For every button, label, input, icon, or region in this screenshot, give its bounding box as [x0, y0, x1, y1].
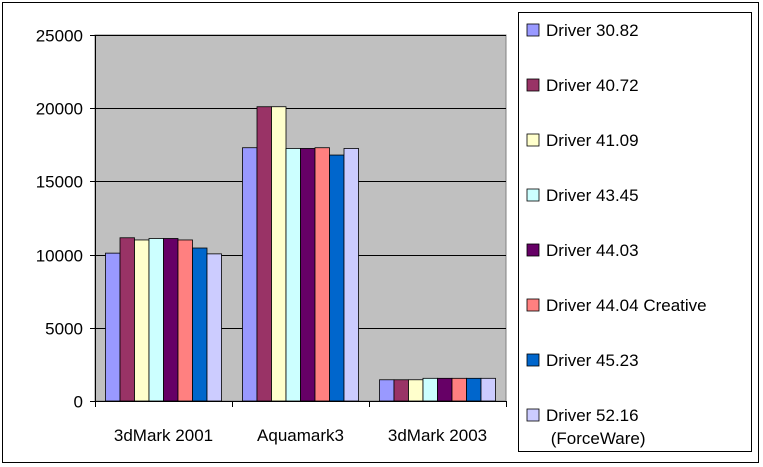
legend-label: Driver 44.03	[546, 241, 639, 260]
bar	[314, 147, 330, 402]
legend-swatch	[526, 133, 540, 147]
x-tick-label: 3dMark 2001	[114, 426, 213, 445]
legend-swatch	[526, 298, 540, 312]
bar	[134, 239, 150, 402]
bar	[422, 377, 438, 402]
bar	[408, 379, 424, 402]
y-tick-label: 25000	[36, 27, 83, 46]
legend-swatch	[526, 243, 540, 257]
legend-swatch	[526, 23, 540, 37]
bar	[437, 377, 453, 402]
bar	[148, 238, 164, 402]
bar	[466, 377, 482, 402]
bar	[329, 154, 345, 402]
legend-label: Driver 44.04 Creative	[546, 296, 707, 315]
bar	[119, 237, 135, 402]
legend-swatch	[526, 78, 540, 92]
legend-label: Driver 45.23	[546, 351, 639, 370]
legend-swatch	[526, 408, 540, 422]
legend-label: Driver 52.16 (ForceWare)	[546, 406, 646, 448]
bar	[242, 147, 258, 402]
legend-label: Driver 41.09	[546, 131, 639, 150]
bar	[379, 379, 395, 402]
bar	[451, 377, 467, 402]
bar	[300, 148, 316, 402]
legend: Driver 30.82 Driver 40.72 Driver 41.09 Driv…	[518, 12, 752, 452]
legend-label: Driver 43.45	[546, 186, 639, 205]
legend-swatch	[526, 188, 540, 202]
legend-label: Driver 40.72	[546, 76, 639, 95]
bar	[256, 106, 272, 402]
y-tick-label: 0	[74, 393, 83, 412]
x-tick-label: Aquamark3	[257, 426, 344, 445]
bar	[206, 253, 222, 402]
y-tick-label: 20000	[36, 100, 83, 119]
legend-swatch	[526, 353, 540, 367]
bar	[480, 377, 496, 402]
bars	[105, 106, 496, 402]
x-axis-ticks: 3dMark 2001 Aquamark3 3dMark 2003	[95, 401, 507, 445]
bar	[393, 379, 409, 402]
y-tick-label: 5000	[45, 320, 83, 339]
bar	[285, 148, 301, 402]
bar	[271, 106, 287, 402]
bar	[105, 252, 121, 402]
legend-label: Driver 30.82	[546, 21, 639, 40]
axes	[95, 35, 506, 402]
y-tick-label: 15000	[36, 173, 83, 192]
bar	[163, 238, 179, 402]
legend-box	[518, 12, 752, 452]
bar	[177, 239, 193, 402]
x-tick-label: 3dMark 2003	[388, 426, 487, 445]
y-tick-label: 10000	[36, 247, 83, 266]
y-axis-ticks: 0 5000 10000 15000 20000 25000	[36, 27, 95, 412]
bar	[343, 148, 359, 402]
bar	[192, 247, 208, 402]
